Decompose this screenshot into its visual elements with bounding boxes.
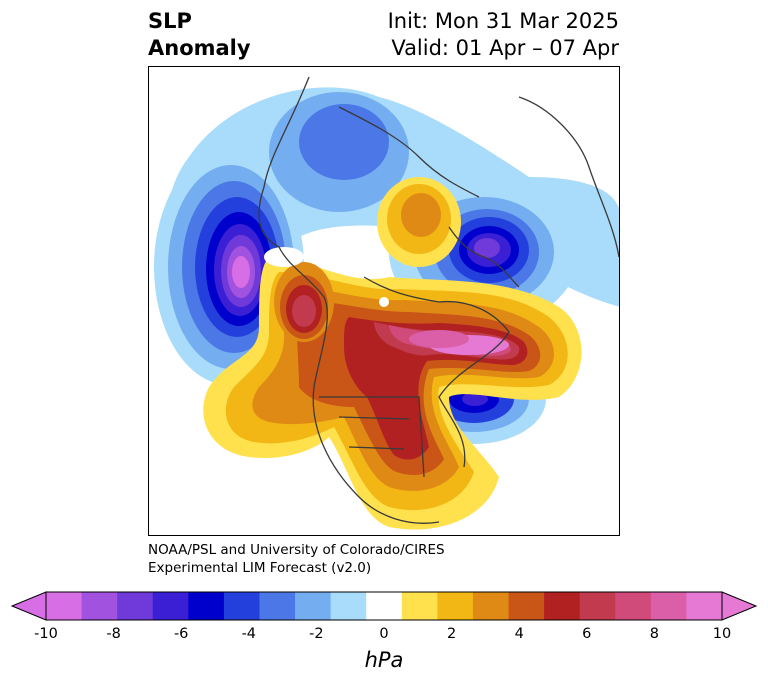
colorbar-tick-label: 8 bbox=[649, 626, 659, 642]
north-atlantic-low bbox=[389, 177, 579, 327]
title-line-2: Anomaly bbox=[148, 36, 251, 60]
colorbar-cell bbox=[366, 592, 403, 620]
neutral-gap bbox=[264, 247, 304, 267]
colorbar-cell bbox=[330, 592, 367, 620]
colorbar-tick-label: 2 bbox=[446, 626, 457, 642]
colorbar-cell bbox=[437, 592, 474, 620]
bering-strait-high bbox=[377, 177, 461, 267]
colorbar-cell bbox=[686, 592, 723, 620]
colorbar-cell bbox=[295, 592, 332, 620]
colorbar-frame bbox=[45, 591, 723, 621]
colorbar-cell bbox=[472, 592, 510, 620]
colorbar-cell bbox=[259, 592, 296, 620]
init-date: Init: Mon 31 Mar 2025 bbox=[387, 9, 619, 33]
forecast-dates: Init: Mon 31 Mar 2025 Valid: 01 Apr – 07… bbox=[388, 8, 619, 62]
colorbar-tick-label: -8 bbox=[106, 626, 121, 642]
title-line-1: SLP bbox=[148, 9, 192, 33]
colorbar-cell bbox=[401, 592, 438, 620]
colorbar-tick-label: -10 bbox=[34, 626, 58, 642]
map-panel bbox=[148, 66, 620, 536]
colorbar-tick-label: 10 bbox=[712, 626, 732, 642]
colorbar-extend-low bbox=[10, 591, 47, 621]
colorbar-extend-high bbox=[721, 591, 758, 621]
colorbar-tick-label: 6 bbox=[582, 626, 592, 642]
map-title: SLP Anomaly bbox=[148, 8, 251, 62]
greenland-sea-low-inner bbox=[299, 104, 389, 180]
colorbar-cell bbox=[508, 592, 545, 620]
coastlines bbox=[258, 76, 619, 524]
colorbar-cell bbox=[81, 592, 118, 620]
north-pole-marker bbox=[379, 297, 389, 307]
colorbar-tick-label: -6 bbox=[173, 626, 189, 642]
colorbar bbox=[10, 591, 758, 621]
colorbar-cell bbox=[46, 592, 83, 620]
colorbar-tick-label: -4 bbox=[241, 626, 257, 642]
colorbar-tick-label: -2 bbox=[309, 626, 324, 642]
colorbar-cell bbox=[650, 592, 687, 620]
colorbar-cell bbox=[544, 592, 581, 620]
credit-line-2: Experimental LIM Forecast (v2.0) bbox=[148, 560, 372, 576]
alaska-high bbox=[274, 262, 334, 342]
colorbar-units: hPa bbox=[364, 648, 404, 672]
colorbar-cell bbox=[117, 592, 154, 620]
colorbar-tick-label: 0 bbox=[379, 626, 389, 642]
colorbar-cell bbox=[152, 592, 189, 620]
colorbar-cell bbox=[615, 592, 652, 620]
anomaly-map bbox=[154, 76, 619, 530]
colorbar-cell bbox=[188, 592, 225, 620]
colorbar-cell bbox=[579, 592, 616, 620]
credit-line-1: NOAA/PSL and University of Colorado/CIRE… bbox=[148, 542, 445, 558]
valid-range: Valid: 01 Apr – 07 Apr bbox=[391, 36, 619, 60]
credit-text: NOAA/PSL and University of Colorado/CIRE… bbox=[148, 541, 445, 577]
colorbar-tick-label: 4 bbox=[514, 626, 524, 642]
colorbar-cell bbox=[223, 592, 260, 620]
positive-anomaly-region bbox=[203, 257, 582, 530]
